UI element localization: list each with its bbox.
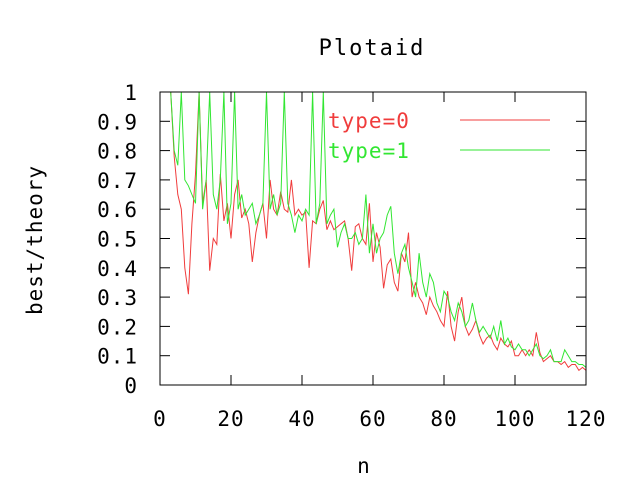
y-axis: 0 0.1 0.2 0.3 0.4 0.5 0.6 0.7 0.8 0.9 1 xyxy=(97,81,586,398)
y-tick-label: 0.2 xyxy=(97,315,138,339)
y-tick-label: 0.8 xyxy=(97,140,138,164)
x-axis: 0 20 40 60 80 100 120 xyxy=(153,92,607,431)
x-tick-label: 80 xyxy=(430,407,457,431)
y-tick-label: 0.5 xyxy=(97,228,138,252)
x-tick-label: 20 xyxy=(217,407,244,431)
y-tick-label: 0.9 xyxy=(97,110,138,134)
y-tick-label: 0.4 xyxy=(97,257,138,281)
y-axis-label: best/theory xyxy=(23,165,47,315)
plot-frame xyxy=(159,91,587,386)
legend: type=0 type=1 xyxy=(328,109,550,163)
x-tick-label: 40 xyxy=(288,407,315,431)
y-tick-label: 1 xyxy=(124,81,138,105)
x-tick-label: 100 xyxy=(495,407,536,431)
legend-label: type=0 xyxy=(328,109,410,133)
x-axis-label: n xyxy=(357,454,371,478)
y-tick-label: 0 xyxy=(124,374,138,398)
y-tick-label: 0.7 xyxy=(97,169,138,193)
plot-series xyxy=(167,91,587,372)
x-tick-label: 120 xyxy=(566,407,607,431)
x-tick-label: 60 xyxy=(359,407,386,431)
x-tick-label: 0 xyxy=(153,407,167,431)
legend-label: type=1 xyxy=(328,139,410,163)
y-tick-label: 0.3 xyxy=(97,286,138,310)
y-tick-label: 0.1 xyxy=(97,345,138,369)
series-line-1 xyxy=(167,91,587,368)
series-line-0 xyxy=(167,91,587,372)
chart-title: Plotaid xyxy=(319,36,426,61)
y-tick-label: 0.6 xyxy=(97,198,138,222)
